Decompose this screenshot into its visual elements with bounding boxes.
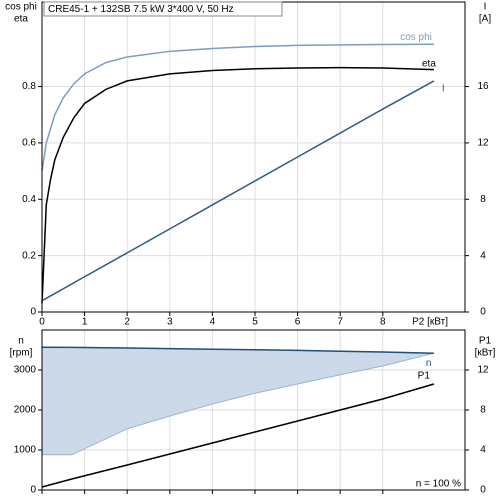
curve bbox=[41, 383, 435, 488]
y2-tick-label: 0 bbox=[480, 485, 486, 496]
curve bbox=[41, 80, 435, 302]
chart-title: CRE45-1 + 132SB 7.5 kW 3*400 V, 50 Hz bbox=[48, 4, 234, 15]
y2-tick-label: 12 bbox=[477, 138, 489, 149]
curve-label: cos phi bbox=[400, 32, 432, 43]
curve bbox=[41, 346, 434, 354]
y2-tick-label: 0 bbox=[480, 307, 486, 318]
y-axis-label: cos phi bbox=[5, 2, 37, 13]
y-axis-label: n bbox=[18, 336, 24, 347]
curve bbox=[41, 43, 434, 172]
plot-frame bbox=[41, 329, 466, 491]
x-tick-label: 3 bbox=[167, 317, 173, 328]
x-tick-label: 4 bbox=[210, 317, 216, 328]
y-tick-label: 0.2 bbox=[22, 250, 36, 261]
curve-label: I bbox=[442, 84, 445, 95]
curve-label: eta bbox=[422, 58, 436, 69]
y-tick-label: 3000 bbox=[14, 365, 37, 376]
y2-tick-label: 8 bbox=[480, 405, 486, 416]
y2-tick-label: 12 bbox=[477, 365, 489, 376]
y2-axis-label: [кВт] bbox=[475, 348, 496, 359]
y2-tick-label: 4 bbox=[480, 445, 486, 456]
x-tick-label: 6 bbox=[295, 317, 301, 328]
x-tick-label: 7 bbox=[337, 317, 343, 328]
y-tick-label: 0 bbox=[30, 485, 36, 496]
x-tick-label: 2 bbox=[124, 317, 130, 328]
y2-tick-label: 16 bbox=[477, 81, 489, 92]
x-axis-label: P2 [кВт] bbox=[412, 317, 448, 328]
y-tick-label: 0 bbox=[30, 307, 36, 318]
y-axis-label: [rpm] bbox=[10, 348, 33, 359]
curve bbox=[41, 66, 434, 304]
y-tick-label: 0.6 bbox=[22, 138, 36, 149]
x-tick-label: 1 bbox=[82, 317, 88, 328]
curve-label: P1 bbox=[418, 371, 431, 382]
y-tick-label: 2000 bbox=[14, 405, 37, 416]
y2-tick-label: 4 bbox=[480, 250, 486, 261]
x-tick-label: 8 bbox=[380, 317, 386, 328]
y-tick-label: 0.8 bbox=[22, 81, 36, 92]
y-tick-label: 1000 bbox=[14, 445, 37, 456]
y-tick-label: 0.4 bbox=[22, 194, 36, 205]
y2-axis-label: I bbox=[484, 2, 487, 13]
y2-tick-label: 8 bbox=[480, 194, 486, 205]
y-axis-label: eta bbox=[14, 14, 28, 25]
y2-axis-label: P1 bbox=[479, 336, 492, 347]
title-box bbox=[43, 1, 283, 17]
y2-axis-label: [A] bbox=[479, 14, 491, 25]
curve-label: n bbox=[426, 358, 432, 369]
annotation: n = 100 % bbox=[416, 479, 461, 490]
x-tick-label: 5 bbox=[252, 317, 258, 328]
x-tick-label: 0 bbox=[39, 317, 45, 328]
